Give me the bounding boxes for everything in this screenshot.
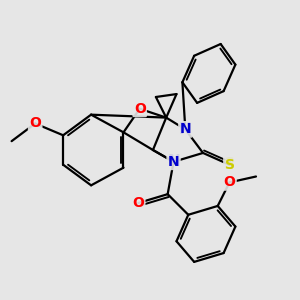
Text: O: O [224, 176, 236, 189]
Text: O: O [134, 102, 146, 116]
Text: O: O [224, 176, 236, 189]
Text: N: N [167, 154, 180, 169]
Text: O: O [29, 116, 41, 130]
Text: O: O [134, 102, 146, 116]
Text: S: S [224, 158, 235, 172]
Text: N: N [179, 122, 191, 136]
Text: N: N [168, 155, 179, 169]
Text: O: O [29, 116, 41, 130]
Text: N: N [179, 122, 192, 137]
Text: O: O [132, 196, 144, 210]
Text: O: O [132, 196, 144, 210]
Text: S: S [224, 157, 235, 172]
